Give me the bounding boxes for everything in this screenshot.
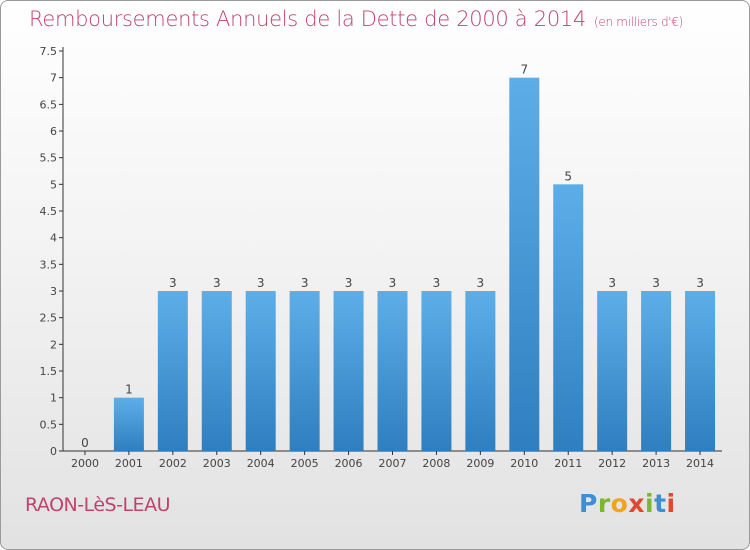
x-tick-label: 2006 xyxy=(335,457,363,470)
y-tick-label: 7 xyxy=(50,72,57,85)
y-tick-label: 2 xyxy=(50,338,57,351)
bar xyxy=(157,291,188,451)
bar-value-label: 7 xyxy=(520,63,528,77)
bar xyxy=(245,291,276,451)
y-tick-label: 3.5 xyxy=(40,258,58,271)
y-tick-label: 0 xyxy=(50,445,57,458)
y-tick-label: 0.5 xyxy=(40,418,58,431)
x-tick-label: 2010 xyxy=(510,457,538,470)
bar xyxy=(553,184,584,452)
y-tick-label: 2.5 xyxy=(40,312,58,325)
brand-letter: i xyxy=(645,489,655,518)
x-tick-label: 2014 xyxy=(686,457,714,470)
brand-logo: Proxiti xyxy=(579,489,676,518)
x-tick-label: 2004 xyxy=(247,457,275,470)
chart-bars: 0 1 3 3 3 3 3 3 3 3 7 5 3 3 3 xyxy=(81,63,716,452)
brand-letter: t xyxy=(654,489,667,518)
bar xyxy=(377,291,408,451)
chart-unit: (en milliers d'€) xyxy=(594,15,684,29)
brand-letter: x xyxy=(628,489,645,518)
chart-axes: 0 0.5 1 1.5 2 2.5 3 3.5 4 4.5 5 5.5 6 6.5 7 7.5 xyxy=(40,45,722,458)
x-tick-label: 2005 xyxy=(291,457,319,470)
x-tick-label: 2000 xyxy=(71,457,99,470)
bar-value-label: 1 xyxy=(125,383,133,397)
bar-value-label: 3 xyxy=(652,276,660,290)
x-tick-labels: 2000 2001 2002 2003 2004 2005 2006 2007 2008 2009… xyxy=(71,451,714,470)
x-tick-label: 2008 xyxy=(422,457,450,470)
y-tick-label: 5.5 xyxy=(40,152,58,165)
y-tick-label: 1 xyxy=(50,392,57,405)
x-tick-label: 2007 xyxy=(379,457,407,470)
y-tick-label: 1.5 xyxy=(40,365,58,378)
bar-value-label: 5 xyxy=(564,169,572,183)
bar xyxy=(421,291,452,451)
y-tick-label: 4 xyxy=(50,232,57,245)
x-tick-label: 2001 xyxy=(115,457,143,470)
chart-title: Remboursements Annuels de la Dette de 20… xyxy=(29,7,683,31)
brand-letter: o xyxy=(610,489,629,518)
bar xyxy=(201,291,232,451)
y-tick-label: 3 xyxy=(50,285,57,298)
bar xyxy=(113,397,144,451)
bar xyxy=(465,291,496,451)
bar xyxy=(597,291,628,451)
bar-value-label: 3 xyxy=(433,276,441,290)
x-tick-label: 2002 xyxy=(159,457,187,470)
town-name: RAON-LèS-LEAU xyxy=(25,494,170,516)
bar xyxy=(509,77,540,452)
y-tick-label: 4.5 xyxy=(40,205,58,218)
bar-value-label: 3 xyxy=(301,276,309,290)
bar-value-label: 0 xyxy=(81,436,89,450)
bar-value-label: 3 xyxy=(696,276,704,290)
bar xyxy=(641,291,672,451)
bar-value-label: 3 xyxy=(608,276,616,290)
brand-letter: P xyxy=(579,489,598,518)
y-tick-label: 5 xyxy=(50,178,57,191)
bar-value-label: 3 xyxy=(169,276,177,290)
x-tick-label: 2011 xyxy=(554,457,582,470)
bar-value-label: 3 xyxy=(257,276,265,290)
bar-value-label: 3 xyxy=(213,276,221,290)
bar xyxy=(289,291,320,451)
bar-value-label: 3 xyxy=(345,276,353,290)
bar-value-label: 3 xyxy=(477,276,485,290)
x-tick-label: 2012 xyxy=(598,457,626,470)
brand-letter: r xyxy=(597,489,611,518)
y-tick-label: 6 xyxy=(50,125,57,138)
x-tick-label: 2003 xyxy=(203,457,231,470)
x-tick-label: 2009 xyxy=(466,457,494,470)
x-tick-label: 2013 xyxy=(642,457,670,470)
bar xyxy=(333,291,364,451)
y-tick-label: 6.5 xyxy=(40,98,58,111)
bar-value-label: 3 xyxy=(389,276,397,290)
y-tick-label: 7.5 xyxy=(40,45,58,58)
brand-letter: i xyxy=(666,489,676,518)
bar xyxy=(685,291,716,451)
chart-title-text: Remboursements Annuels de la Dette de 20… xyxy=(29,7,586,31)
